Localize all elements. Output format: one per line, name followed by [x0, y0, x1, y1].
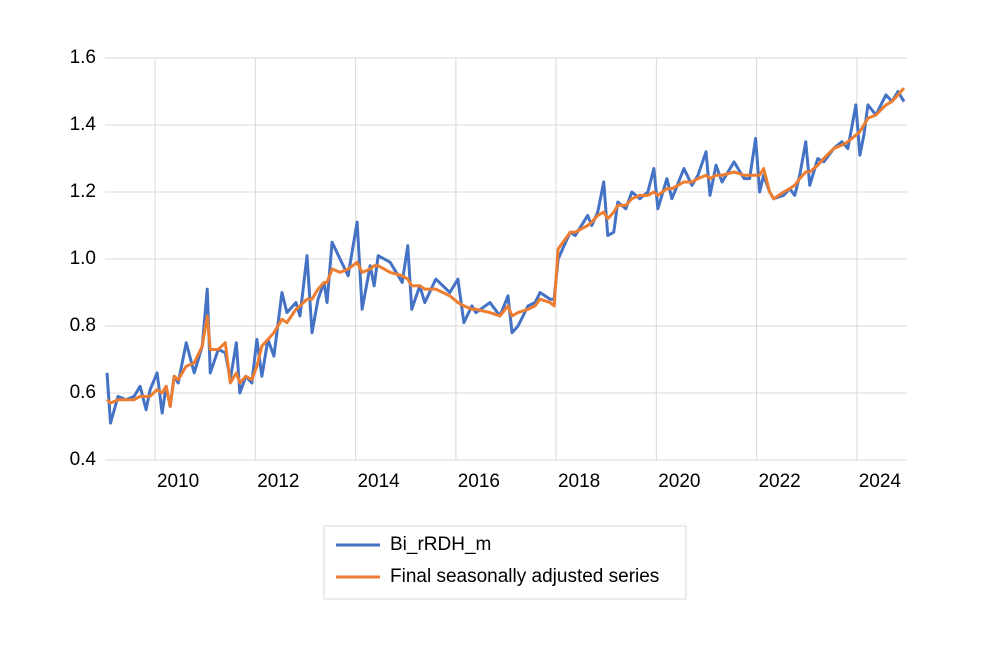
legend-label: Bi_rRDH_m — [390, 534, 491, 555]
legend-box — [323, 525, 687, 600]
y-tick-label: 0.8 — [70, 315, 96, 336]
y-tick-label: 1.2 — [70, 181, 96, 202]
x-tick-label: 2012 — [257, 471, 299, 492]
x-tick-label: 2016 — [458, 471, 500, 492]
legend-label: Final seasonally adjusted series — [390, 566, 659, 587]
series-line — [105, 90, 906, 425]
y-tick-label: 1.6 — [70, 47, 96, 68]
series-line — [105, 87, 906, 408]
y-tick-label: 1.0 — [70, 248, 96, 269]
x-tick-label: 2024 — [859, 471, 902, 492]
y-tick-label: 0.6 — [70, 382, 96, 403]
y-tick-label: 1.4 — [70, 114, 97, 135]
x-tick-label: 2010 — [157, 471, 199, 492]
x-tick-label: 2022 — [758, 471, 800, 492]
x-tick-label: 2018 — [558, 471, 600, 492]
x-tick-label: 2020 — [658, 471, 700, 492]
y-tick-label: 0.4 — [70, 449, 97, 470]
x-tick-label: 2014 — [357, 471, 400, 492]
